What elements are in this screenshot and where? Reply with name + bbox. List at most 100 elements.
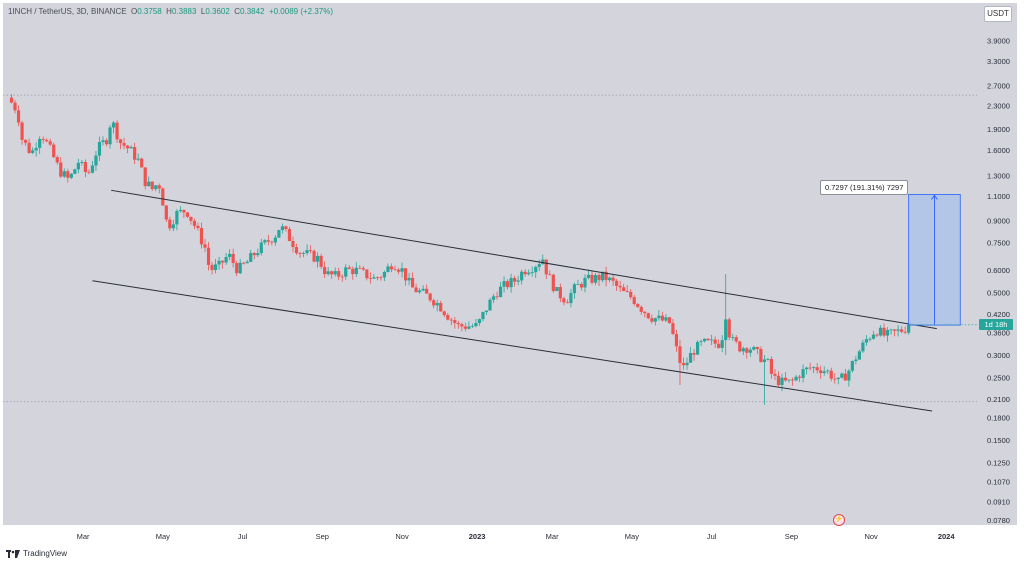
candle-body[interactable] <box>118 139 123 144</box>
candle-body[interactable] <box>418 290 422 293</box>
candle-body[interactable] <box>330 271 334 275</box>
candle-body[interactable] <box>833 378 837 380</box>
candle-body[interactable] <box>48 141 52 145</box>
candle-body[interactable] <box>787 379 791 381</box>
candle-body[interactable] <box>157 185 161 189</box>
candle-body[interactable] <box>344 267 348 277</box>
candle-body[interactable] <box>868 338 872 340</box>
candle-body[interactable] <box>439 303 443 312</box>
candle-body[interactable] <box>597 275 601 281</box>
candle-body[interactable] <box>210 264 214 271</box>
candle-body[interactable] <box>629 291 633 298</box>
candle-body[interactable] <box>456 323 460 325</box>
candle-body[interactable] <box>748 349 752 353</box>
candle-body[interactable] <box>34 147 38 151</box>
candle-body[interactable] <box>87 171 91 173</box>
candle-body[interactable] <box>516 280 520 282</box>
candle-body[interactable] <box>150 181 154 190</box>
candle-body[interactable] <box>97 142 102 156</box>
candle-body[interactable] <box>780 377 784 386</box>
candle-body[interactable] <box>794 376 798 381</box>
candle-body[interactable] <box>678 346 682 364</box>
candle-body[interactable] <box>692 353 696 355</box>
candle-body[interactable] <box>460 324 464 327</box>
candle-body[interactable] <box>347 267 351 269</box>
candle-body[interactable] <box>871 334 876 339</box>
candle-body[interactable] <box>224 256 228 263</box>
candle-body[interactable] <box>161 188 165 206</box>
candle-body[interactable] <box>319 255 323 267</box>
candle-body[interactable] <box>812 367 816 369</box>
candle-body[interactable] <box>90 165 95 173</box>
candle-body[interactable] <box>622 287 626 292</box>
candle-body[interactable] <box>685 362 689 366</box>
candle-body[interactable] <box>773 373 777 376</box>
candle-body[interactable] <box>108 127 112 145</box>
candle-body[interactable] <box>734 337 738 342</box>
candle-body[interactable] <box>664 317 668 321</box>
candle-body[interactable] <box>242 262 246 264</box>
candle-body[interactable] <box>618 285 622 288</box>
candle-body[interactable] <box>446 315 450 320</box>
candle-body[interactable] <box>252 253 256 256</box>
candle-body[interactable] <box>305 250 309 254</box>
candle-body[interactable] <box>491 296 496 300</box>
candle-body[interactable] <box>432 300 436 306</box>
candle-body[interactable] <box>196 225 200 229</box>
candle-body[interactable] <box>544 259 548 275</box>
candle-body[interactable] <box>650 318 654 322</box>
candle-body[interactable] <box>776 375 781 386</box>
candle-body[interactable] <box>192 220 197 226</box>
candle-body[interactable] <box>235 263 239 274</box>
candle-body[interactable] <box>741 348 745 352</box>
candle-body[interactable] <box>836 377 840 380</box>
candle-body[interactable] <box>611 277 615 281</box>
candle-body[interactable] <box>731 337 735 339</box>
candle-body[interactable] <box>231 253 235 264</box>
candle-body[interactable] <box>238 262 242 274</box>
candle-body[interactable] <box>291 241 295 248</box>
candle-body[interactable] <box>681 363 686 366</box>
symbol-name[interactable]: 1INCH / TetherUS, 3D, BINANCE <box>8 7 127 16</box>
candle-body[interactable] <box>414 287 418 293</box>
candle-body[interactable] <box>562 298 566 303</box>
candle-body[interactable] <box>724 319 728 341</box>
price-scale[interactable] <box>977 3 1017 525</box>
candle-body[interactable] <box>551 274 555 292</box>
candle-body[interactable] <box>129 147 133 149</box>
candle-body[interactable] <box>826 370 830 372</box>
candle-body[interactable] <box>140 158 144 168</box>
candle-body[interactable] <box>361 268 365 270</box>
candle-body[interactable] <box>907 324 911 333</box>
candle-body[interactable] <box>769 358 774 374</box>
candle-body[interactable] <box>527 272 531 275</box>
candle-body[interactable] <box>572 284 577 294</box>
candle-body[interactable] <box>80 161 84 163</box>
currency-unit-button[interactable]: USDT <box>984 6 1012 22</box>
candle-body[interactable] <box>13 102 17 111</box>
candle-body[interactable] <box>277 230 281 238</box>
candle-body[interactable] <box>878 327 883 336</box>
candle-body[interactable] <box>164 205 168 220</box>
candle-body[interactable] <box>266 240 270 242</box>
candle-body[interactable] <box>136 158 140 160</box>
candle-body[interactable] <box>66 171 70 178</box>
candle-body[interactable] <box>294 247 299 254</box>
candle-body[interactable] <box>316 255 320 262</box>
candle-body[interactable] <box>393 269 397 271</box>
candle-body[interactable] <box>175 211 179 225</box>
candle-body[interactable] <box>808 367 812 369</box>
candle-body[interactable] <box>713 339 717 344</box>
candle-body[interactable] <box>636 304 640 307</box>
candle-body[interactable] <box>171 224 175 229</box>
candle-body[interactable] <box>671 323 675 334</box>
candle-body[interactable] <box>843 373 847 381</box>
candle-body[interactable] <box>600 271 605 281</box>
candle-body[interactable] <box>608 277 612 281</box>
candle-body[interactable] <box>710 339 714 341</box>
candle-body[interactable] <box>882 327 886 336</box>
candle-body[interactable] <box>284 226 288 230</box>
candle-body[interactable] <box>822 371 826 374</box>
candle-body[interactable] <box>625 291 629 292</box>
